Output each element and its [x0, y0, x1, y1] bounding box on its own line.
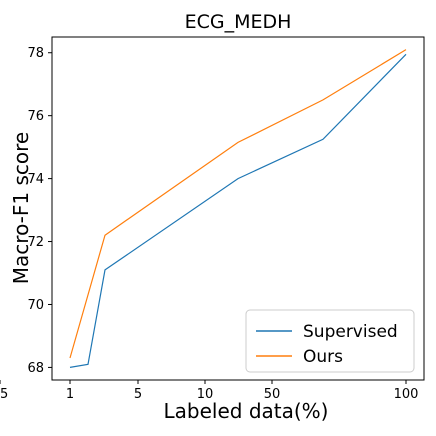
legend-label-ours: Ours — [303, 347, 343, 367]
series-line-supervised — [69, 53, 407, 368]
x-axis-label: Labeled data(%) — [164, 399, 329, 423]
plot-area — [51, 36, 425, 381]
y-tick-label: 78 — [27, 46, 44, 61]
y-tick-label: 70 — [27, 298, 44, 313]
y-tick-label: 76 — [27, 109, 44, 124]
series-line-ours — [69, 49, 407, 359]
y-tick-label: 74 — [27, 172, 44, 187]
y-tick-label: 68 — [27, 361, 44, 376]
series-lines — [69, 49, 407, 368]
y-tick-label: 72 — [27, 235, 44, 250]
x-axis: 1 5 10 50 75 100 — [0, 380, 418, 402]
x-tick-label: 10 — [197, 387, 214, 402]
x-tick-label: 5 — [134, 387, 142, 402]
y-axis-label: Macro-F1 score — [9, 132, 33, 284]
y-axis: 68 70 72 74 76 78 — [27, 46, 52, 376]
legend-label-supervised: Supervised — [303, 322, 398, 342]
x-tick-label: 100 — [394, 387, 419, 402]
legend: Supervised Ours — [245, 309, 415, 373]
x-tick-label: 1 — [66, 387, 74, 402]
x-tick-label: 50 — [264, 387, 281, 402]
chart-title: ECG_MEDH — [185, 11, 292, 33]
x-tick-label: 75 — [0, 387, 8, 402]
